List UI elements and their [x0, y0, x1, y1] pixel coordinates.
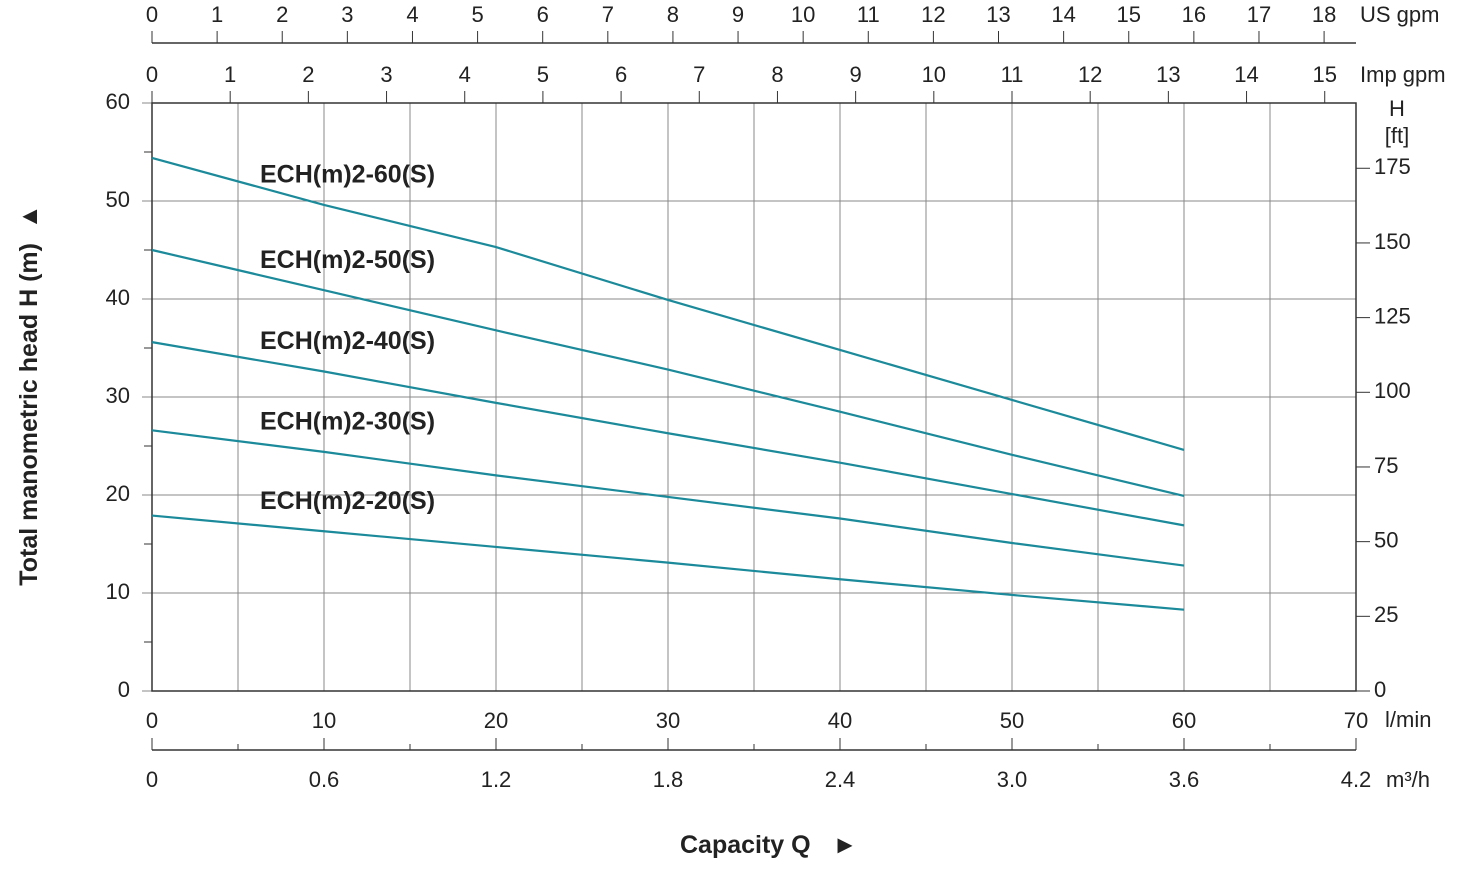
x-label: Capacity Q: [680, 831, 811, 859]
axis-tick-label: 0: [146, 767, 158, 792]
series-label: ECH(m)2-60(S): [260, 161, 435, 189]
axis-tick-label: 1: [211, 2, 223, 27]
axis-tick-label: 9: [850, 62, 862, 87]
axis-unit: m³/h: [1386, 767, 1430, 792]
curve: [151, 156, 1185, 451]
x-tick-label: 50: [1000, 708, 1024, 733]
axis-tick-label: 3: [341, 2, 353, 27]
axis-tick-label: 0: [146, 2, 158, 27]
y-tick-label: 40: [106, 285, 130, 310]
curve: [151, 248, 1185, 498]
x-tick-label: 70: [1344, 708, 1368, 733]
axis-tick-label: 4.2: [1341, 767, 1372, 792]
axis-tick-label: 6: [537, 2, 549, 27]
y2-tick-label: 125: [1374, 303, 1411, 328]
y-tick-label: 50: [106, 187, 130, 212]
axis-tick-label: 0.6: [309, 767, 340, 792]
axis-tick-label: 6: [615, 62, 627, 87]
axis-tick-label: 13: [1156, 62, 1180, 87]
axis-tick-label: 8: [771, 62, 783, 87]
curve: [151, 341, 1185, 527]
x-tick-label: 60: [1172, 708, 1196, 733]
y2-tick-label: 100: [1374, 378, 1411, 403]
axis-tick-label: 4: [406, 2, 418, 27]
axis-tick-label: 1: [224, 62, 236, 87]
axis-tick-label: 9: [732, 2, 744, 27]
axis-tick-label: 18: [1312, 2, 1336, 27]
x-tick-label: 0: [146, 708, 158, 733]
curve: [151, 514, 1185, 611]
axis-tick-label: 10: [791, 2, 815, 27]
y2-tick-label: 0: [1374, 677, 1386, 702]
series-label: ECH(m)2-30(S): [260, 407, 435, 435]
axis-tick-label: 4: [459, 62, 471, 87]
axis-unit: Imp gpm: [1360, 62, 1446, 87]
series-label: ECH(m)2-20(S): [260, 487, 435, 515]
y2-unit: [ft]: [1385, 123, 1409, 148]
axis-tick-label: 12: [1078, 62, 1102, 87]
curve: [151, 429, 1185, 567]
y2-tick-label: 25: [1374, 602, 1398, 627]
x-label-arrow: ►: [833, 831, 858, 859]
series-label: ECH(m)2-50(S): [260, 246, 435, 274]
x-unit: l/min: [1385, 707, 1431, 732]
axis-tick-label: 14: [1051, 2, 1075, 27]
axis-tick-label: 0: [146, 62, 158, 87]
axis-tick-label: 3.6: [1169, 767, 1200, 792]
axis-tick-label: 1.8: [653, 767, 684, 792]
y-tick-label: 60: [106, 89, 130, 114]
axis-tick-label: 1.2: [481, 767, 512, 792]
axis-tick-label: 16: [1182, 2, 1206, 27]
series-label: ECH(m)2-40(S): [260, 327, 435, 355]
axis-tick-label: 5: [471, 2, 483, 27]
x-tick-label: 20: [484, 708, 508, 733]
x-tick-label: 10: [312, 708, 336, 733]
y-label-arrow: ▲: [15, 204, 43, 229]
x-tick-label: 30: [656, 708, 680, 733]
axis-tick-label: 14: [1234, 62, 1258, 87]
y2-label: H: [1389, 96, 1405, 121]
axis-tick-label: 13: [986, 2, 1010, 27]
y-tick-label: 30: [106, 383, 130, 408]
axis-tick-label: 10: [922, 62, 946, 87]
y2-tick-label: 50: [1374, 527, 1398, 552]
axis-tick-label: 15: [1312, 62, 1336, 87]
axis-tick-label: 12: [921, 2, 945, 27]
axis-tick-label: 11: [857, 2, 880, 27]
x-tick-label: 40: [828, 708, 852, 733]
axis-tick-label: 2: [276, 2, 288, 27]
y2-tick-label: 75: [1374, 453, 1398, 478]
axis-tick-label: 15: [1117, 2, 1141, 27]
axis-tick-label: 2.4: [825, 767, 856, 792]
axis-tick-label: 11: [1001, 62, 1024, 87]
y2-tick-label: 150: [1374, 229, 1411, 254]
y-axis-title: Total manometric head H (m) ▲: [15, 204, 43, 585]
axis-tick-label: 8: [667, 2, 679, 27]
axis-tick-label: 17: [1247, 2, 1271, 27]
axis-tick-label: 7: [693, 62, 705, 87]
y-tick-label: 10: [106, 579, 130, 604]
axis-tick-label: 3.0: [997, 767, 1028, 792]
axis-unit: US gpm: [1360, 2, 1439, 27]
axis-tick-label: 3: [380, 62, 392, 87]
y-tick-label: 20: [106, 481, 130, 506]
axis-tick-label: 2: [302, 62, 314, 87]
y2-tick-label: 175: [1374, 154, 1411, 179]
axis-tick-label: 7: [602, 2, 614, 27]
axis-tick-label: 5: [537, 62, 549, 87]
y-tick-label: 0: [118, 677, 130, 702]
y-label: Total manometric head H (m): [15, 243, 43, 586]
x-axis-title: Capacity Q ►: [680, 831, 857, 859]
plot-frame: [151, 102, 1357, 692]
